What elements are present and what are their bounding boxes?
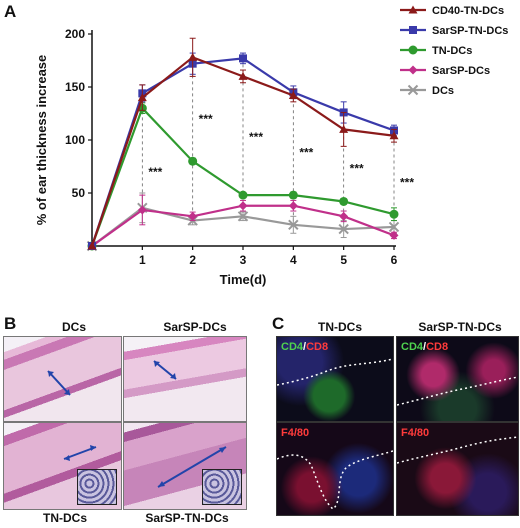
- histology-image-sarsp-tn-dcs: [123, 422, 247, 510]
- data-point: [239, 54, 247, 63]
- data-point: [339, 211, 349, 221]
- data-point: [408, 5, 418, 14]
- line-chart: 50 100 150 200 1 2 3 4 5 6 Time(d) % of ear thickne…: [34, 5, 508, 287]
- data-point: [409, 26, 417, 34]
- boundary-line: [277, 450, 393, 510]
- data-point: [388, 221, 400, 233]
- histology-image-dcs: [3, 336, 122, 422]
- tag-f480: F4/80: [281, 427, 310, 439]
- histology-inset: [77, 469, 117, 505]
- y-axis-label: % of ear thickness increase: [34, 55, 49, 226]
- arrow-icon: [63, 445, 97, 461]
- x-tick-label: 4: [290, 253, 297, 267]
- fluorescence-image-cd4-cd8-tn-dcs: CD4/CD8: [276, 336, 394, 422]
- boundary-line: [397, 376, 518, 406]
- data-point: [288, 219, 299, 231]
- arrow-icon: [47, 370, 71, 396]
- data-point: [137, 93, 147, 102]
- histology-image-tn-dcs: [3, 422, 122, 510]
- hist-label-tn-dcs: TN-DCs: [43, 511, 87, 525]
- data-point: [408, 65, 418, 75]
- panel-letter-c: C: [272, 314, 285, 333]
- data-point: [188, 211, 198, 221]
- data-point: [339, 196, 349, 206]
- data-point: [408, 45, 418, 55]
- data-point: [188, 52, 198, 61]
- significance-label: ***: [350, 162, 364, 176]
- data-point: [137, 205, 147, 215]
- histology-image-sarsp-dcs: [123, 336, 247, 422]
- hist-label-dcs: DCs: [61, 320, 86, 334]
- hist-label-sarsp-tn-dcs: SarSP-TN-DCs: [145, 511, 229, 525]
- significance-label: ***: [299, 146, 313, 160]
- significance-label: ***: [400, 175, 414, 189]
- arrow-icon: [157, 446, 227, 488]
- significance-label: ***: [148, 165, 162, 179]
- y-tick-label: 150: [65, 80, 85, 94]
- data-point: [238, 201, 248, 211]
- data-point: [188, 156, 198, 166]
- y-tick-label: 200: [65, 27, 85, 41]
- fl-label-sarsp-tn-dcs: SarSP-TN-DCs: [418, 320, 502, 334]
- data-point: [338, 223, 349, 235]
- legend-label: TN-DCs: [432, 45, 472, 57]
- x-tick-label: 1: [139, 253, 146, 267]
- data-point: [288, 90, 298, 99]
- data-point: [407, 84, 419, 96]
- data-point: [288, 190, 298, 200]
- significance-label: ***: [249, 130, 263, 144]
- data-point: [237, 211, 249, 222]
- significance-label: ***: [199, 112, 213, 126]
- fl-label-tn-dcs: TN-DCs: [318, 320, 362, 334]
- arrow-icon: [153, 360, 177, 380]
- data-point: [87, 241, 97, 250]
- x-tick-label: 5: [340, 253, 347, 267]
- legend-label: SarSP-TN-DCs: [432, 25, 508, 37]
- histology-inset: [202, 469, 242, 505]
- data-point: [238, 190, 248, 200]
- tag-f480: F4/80: [401, 427, 430, 439]
- legend-label: CD40-TN-DCs: [432, 5, 504, 17]
- panel-letter-a: A: [4, 2, 17, 21]
- data-point: [389, 131, 399, 140]
- tag-cd4-cd8: CD4/CD8: [401, 341, 449, 353]
- fluorescence-image-cd4-cd8-sarsp-tn-dcs: CD4/CD8: [396, 336, 519, 422]
- data-point: [288, 201, 298, 211]
- data-point: [389, 209, 399, 219]
- legend-label: DCs: [432, 85, 454, 97]
- data-point: [339, 124, 349, 133]
- fluorescence-image-f480-sarsp-tn-dcs: F4/80: [396, 422, 519, 516]
- panel-letter-b: B: [4, 314, 17, 333]
- legend-label: SarSP-DCs: [432, 65, 490, 77]
- x-tick-label: 2: [189, 253, 196, 267]
- data-point: [389, 230, 399, 240]
- y-tick-label: 100: [65, 133, 85, 147]
- hist-label-sarsp-dcs: SarSP-DCs: [163, 320, 227, 334]
- y-tick-label: 50: [72, 186, 86, 200]
- x-tick-label: 3: [240, 253, 247, 267]
- fluorescence-image-f480-tn-dcs: F4/80: [276, 422, 394, 516]
- x-axis-label: Time(d): [220, 272, 267, 287]
- data-point: [238, 71, 248, 80]
- tag-cd4-cd8: CD4/CD8: [281, 341, 329, 353]
- x-tick-label: 6: [391, 253, 398, 267]
